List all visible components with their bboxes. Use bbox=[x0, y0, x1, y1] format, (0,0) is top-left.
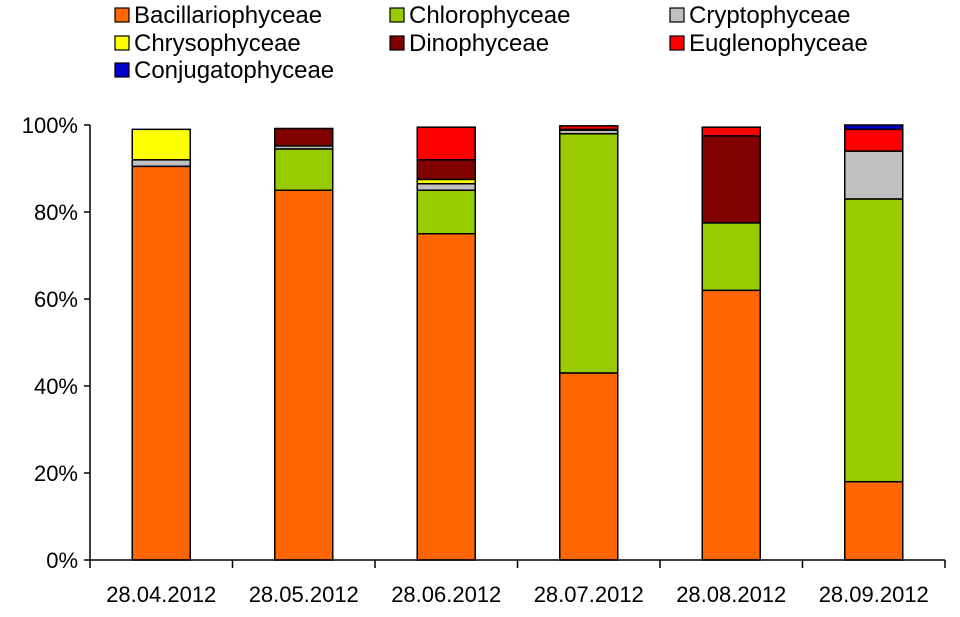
legend-label: Conjugatophyceae bbox=[134, 57, 334, 84]
bar-stack-28-04-2012 bbox=[131, 128, 191, 561]
legend: Bacillariophyceae Chlorophyceae Cryptophyc… bbox=[114, 2, 868, 84]
bar-segment-euglenophyceae bbox=[559, 125, 619, 131]
bar-stack-28-06-2012 bbox=[416, 126, 476, 561]
legend-item-chlorophyceae: Chlorophyceae bbox=[389, 2, 570, 29]
legend-item-chrysophyceae: Chrysophyceae bbox=[114, 30, 301, 57]
legend-label: Bacillariophyceae bbox=[134, 2, 322, 29]
legend-label: Dinophyceae bbox=[409, 30, 549, 57]
bar-segment-dinophyceae bbox=[701, 135, 761, 224]
bar-segment-cryptophyceae bbox=[131, 159, 191, 168]
legend-label: Euglenophyceae bbox=[689, 30, 868, 57]
bar-segment-chlorophyceae bbox=[844, 198, 904, 483]
bar-segment-dinophyceae bbox=[416, 159, 476, 181]
bar-stack-28-07-2012 bbox=[559, 125, 619, 561]
bar-segment-conjugatophyceae bbox=[844, 124, 904, 131]
bar-segment-chlorophyceae bbox=[274, 148, 334, 192]
bar-segment-cryptophyceae bbox=[844, 150, 904, 200]
legend-item-dinophyceae: Dinophyceae bbox=[389, 30, 549, 57]
x-tick-label: 28.04.2012 bbox=[106, 582, 216, 607]
bar-segment-euglenophyceae bbox=[844, 128, 904, 152]
legend-swatch bbox=[114, 35, 130, 51]
legend-swatch bbox=[389, 35, 405, 51]
bar-segment-euglenophyceae bbox=[701, 126, 761, 137]
legend-label: Chrysophyceae bbox=[134, 30, 301, 57]
bar-stack-28-08-2012 bbox=[701, 126, 761, 561]
bar-segment-chlorophyceae bbox=[701, 222, 761, 292]
legend-swatch bbox=[114, 62, 130, 78]
x-axis: 28.04.2012 28.05.2012 28.06.2012 28.07.2012… bbox=[89, 559, 946, 607]
bar-segment-chlorophyceae bbox=[559, 132, 619, 374]
bar-segment-chlorophyceae bbox=[416, 189, 476, 235]
y-tick-label: 80% bbox=[34, 200, 78, 225]
legend-label: Cryptophyceae bbox=[689, 2, 850, 29]
legend-swatch bbox=[669, 35, 685, 51]
bar-segment-bacillariophyceae bbox=[559, 372, 619, 561]
bar-stack-28-09-2012 bbox=[844, 124, 904, 561]
legend-item-euglenophyceae: Euglenophyceae bbox=[669, 30, 868, 57]
legend-label: Chlorophyceae bbox=[409, 2, 570, 29]
x-tick-label: 28.06.2012 bbox=[391, 582, 501, 607]
legend-swatch bbox=[669, 7, 685, 23]
bar-stack-28-05-2012 bbox=[274, 127, 334, 561]
legend-swatch bbox=[114, 7, 130, 23]
y-tick-label: 0% bbox=[46, 548, 78, 573]
legend-swatch bbox=[389, 7, 405, 23]
x-tick-label: 28.05.2012 bbox=[249, 582, 359, 607]
legend-item-bacillariophyceae: Bacillariophyceae bbox=[114, 2, 322, 29]
legend-item-cryptophyceae: Cryptophyceae bbox=[669, 2, 850, 29]
bar-segment-dinophyceae bbox=[274, 127, 334, 147]
bar-segment-cryptophyceae bbox=[416, 182, 476, 192]
bar-segment-bacillariophyceae bbox=[701, 289, 761, 561]
bar-segment-euglenophyceae bbox=[416, 126, 476, 161]
x-tick-label: 28.07.2012 bbox=[534, 582, 644, 607]
y-tick-label: 20% bbox=[34, 461, 78, 486]
legend-item-conjugatophyceae: Conjugatophyceae bbox=[114, 57, 334, 84]
y-tick-label: 60% bbox=[34, 287, 78, 312]
bar-segment-chrysophyceae bbox=[131, 128, 191, 161]
bar-segment-bacillariophyceae bbox=[274, 189, 334, 561]
bar-segment-bacillariophyceae bbox=[844, 480, 904, 561]
bars bbox=[131, 124, 904, 561]
y-tick-label: 40% bbox=[34, 374, 78, 399]
y-axis: 0% 20% 40% 60% 80% 100% bbox=[22, 113, 91, 573]
x-tick-label: 28.08.2012 bbox=[676, 582, 786, 607]
bar-segment-bacillariophyceae bbox=[131, 165, 191, 561]
y-tick-label: 100% bbox=[22, 113, 78, 138]
x-tick-label: 28.09.2012 bbox=[819, 582, 929, 607]
bar-segment-bacillariophyceae bbox=[416, 233, 476, 561]
